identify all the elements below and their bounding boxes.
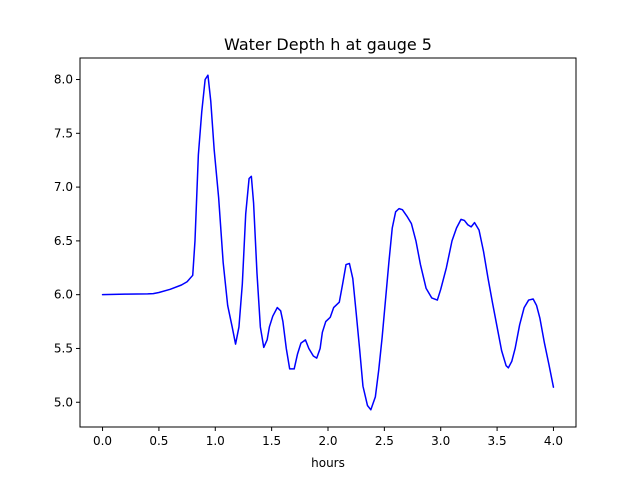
y-tick-label: 7.5 bbox=[54, 126, 73, 140]
x-tick-label: 0.0 bbox=[93, 434, 112, 448]
x-tick-label: 2.0 bbox=[318, 434, 337, 448]
y-tick-label: 6.5 bbox=[54, 234, 73, 248]
y-axis: 5.0 5.5 6.0 6.5 7.0 7.5 8.0 bbox=[54, 73, 80, 409]
y-tick-label: 6.0 bbox=[54, 288, 73, 302]
x-tick-label: 2.5 bbox=[375, 434, 394, 448]
x-tick-label: 1.5 bbox=[262, 434, 281, 448]
x-tick-label: 4.0 bbox=[544, 434, 563, 448]
plot-area bbox=[101, 74, 555, 411]
y-tick-label: 7.0 bbox=[54, 180, 73, 194]
x-tick-label: 3.0 bbox=[431, 434, 450, 448]
x-tick-label: 0.5 bbox=[149, 434, 168, 448]
y-tick-label: 8.0 bbox=[54, 73, 73, 87]
x-axis-label: hours bbox=[311, 456, 345, 470]
x-tick-label: 3.5 bbox=[488, 434, 507, 448]
series-line-0 bbox=[101, 74, 555, 411]
x-tick-label: 1.0 bbox=[206, 434, 225, 448]
y-tick-label: 5.0 bbox=[54, 395, 73, 409]
chart-title: Water Depth h at gauge 5 bbox=[224, 35, 432, 54]
x-axis: 0.0 0.5 1.0 1.5 2.0 2.5 3.0 3.5 4.0 bbox=[93, 427, 563, 448]
y-tick-label: 5.5 bbox=[54, 341, 73, 355]
